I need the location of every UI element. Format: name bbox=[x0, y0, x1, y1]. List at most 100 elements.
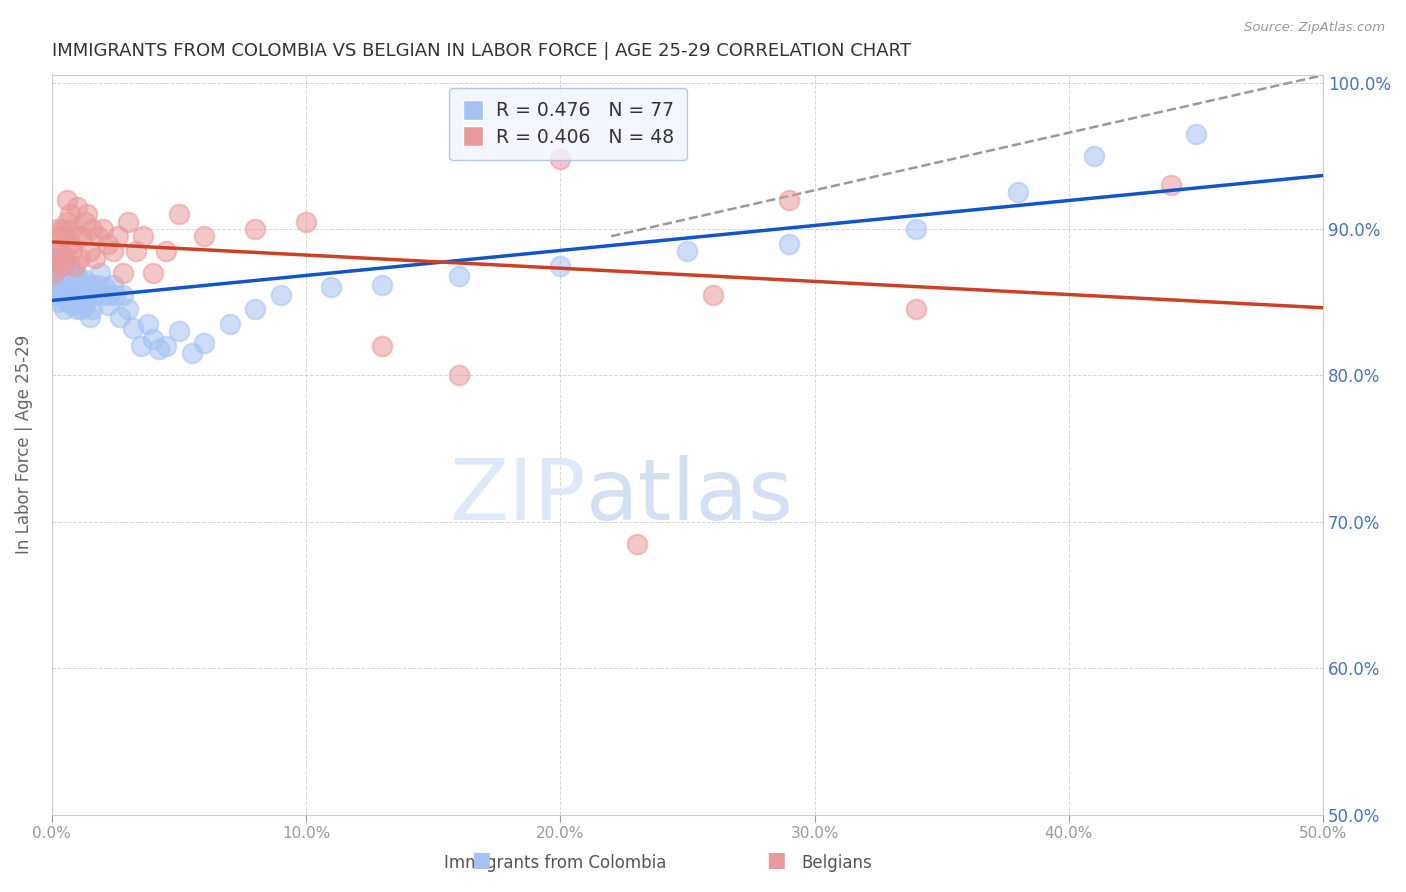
Point bbox=[56, 266, 79, 280]
Point bbox=[51, 287, 73, 301]
Point bbox=[117, 214, 139, 228]
Point bbox=[53, 302, 76, 317]
Point bbox=[371, 339, 394, 353]
Point bbox=[117, 302, 139, 317]
Point bbox=[66, 268, 89, 283]
Point bbox=[243, 302, 266, 317]
Point bbox=[44, 266, 66, 280]
Point bbox=[53, 273, 76, 287]
Point bbox=[97, 236, 120, 251]
Point bbox=[104, 287, 127, 301]
Point bbox=[69, 251, 91, 265]
Point bbox=[86, 277, 108, 292]
Point bbox=[44, 287, 66, 301]
Point bbox=[101, 277, 124, 292]
Point bbox=[53, 287, 76, 301]
Point bbox=[66, 302, 89, 317]
Point bbox=[295, 214, 318, 228]
Point bbox=[107, 229, 129, 244]
Text: ■: ■ bbox=[766, 850, 786, 870]
Point bbox=[905, 302, 928, 317]
Point bbox=[45, 259, 67, 273]
Point bbox=[626, 537, 648, 551]
Point bbox=[51, 273, 73, 287]
Point bbox=[550, 152, 572, 166]
Point bbox=[122, 321, 145, 335]
Point bbox=[193, 336, 215, 351]
Point bbox=[167, 325, 190, 339]
Point bbox=[97, 298, 120, 312]
Point bbox=[51, 280, 73, 294]
Point bbox=[79, 244, 101, 258]
Point bbox=[73, 298, 96, 312]
Point bbox=[56, 295, 79, 310]
Point bbox=[76, 207, 98, 221]
Point bbox=[56, 214, 79, 228]
Point bbox=[778, 236, 800, 251]
Point bbox=[48, 280, 70, 294]
Point bbox=[124, 244, 146, 258]
Point bbox=[84, 251, 107, 265]
Point bbox=[69, 295, 91, 310]
Point bbox=[56, 280, 79, 294]
Point bbox=[142, 332, 165, 346]
Legend: R = 0.476   N = 77, R = 0.406   N = 48: R = 0.476 N = 77, R = 0.406 N = 48 bbox=[449, 88, 688, 160]
Point bbox=[132, 229, 155, 244]
Point bbox=[86, 229, 108, 244]
Point bbox=[73, 273, 96, 287]
Point bbox=[91, 222, 114, 236]
Point bbox=[60, 280, 83, 294]
Point bbox=[45, 280, 67, 294]
Point bbox=[1083, 149, 1105, 163]
Point bbox=[73, 214, 96, 228]
Point bbox=[98, 287, 121, 301]
Point bbox=[72, 277, 94, 292]
Point bbox=[66, 229, 89, 244]
Point bbox=[60, 244, 83, 258]
Point bbox=[63, 273, 86, 287]
Text: ZIP: ZIP bbox=[450, 455, 586, 538]
Point bbox=[702, 287, 724, 301]
Point bbox=[58, 277, 80, 292]
Point bbox=[63, 259, 86, 273]
Point bbox=[66, 200, 89, 214]
Point bbox=[1160, 178, 1182, 192]
Point bbox=[53, 251, 76, 265]
Point bbox=[84, 287, 107, 301]
Text: Immigrants from Colombia: Immigrants from Colombia bbox=[444, 855, 666, 872]
Text: ■: ■ bbox=[471, 850, 491, 870]
Point bbox=[72, 229, 94, 244]
Point bbox=[142, 266, 165, 280]
Point bbox=[58, 207, 80, 221]
Point bbox=[1007, 186, 1029, 200]
Point bbox=[63, 292, 86, 306]
Point bbox=[53, 229, 76, 244]
Point bbox=[58, 236, 80, 251]
Point bbox=[550, 259, 572, 273]
Point bbox=[56, 193, 79, 207]
Point bbox=[60, 298, 83, 312]
Point bbox=[45, 251, 67, 265]
Point bbox=[676, 244, 699, 258]
Text: Belgians: Belgians bbox=[801, 855, 872, 872]
Point bbox=[48, 244, 70, 258]
Point bbox=[321, 280, 343, 294]
Point bbox=[66, 287, 89, 301]
Point bbox=[48, 295, 70, 310]
Point bbox=[111, 287, 134, 301]
Point bbox=[101, 244, 124, 258]
Point bbox=[138, 317, 160, 331]
Point bbox=[79, 310, 101, 324]
Point bbox=[48, 244, 70, 258]
Point bbox=[82, 222, 104, 236]
Point bbox=[48, 266, 70, 280]
Point bbox=[371, 277, 394, 292]
Point bbox=[45, 251, 67, 265]
Point bbox=[270, 287, 292, 301]
Point bbox=[48, 229, 70, 244]
Point bbox=[58, 259, 80, 273]
Text: atlas: atlas bbox=[586, 455, 794, 538]
Point bbox=[243, 222, 266, 236]
Point bbox=[60, 222, 83, 236]
Point bbox=[180, 346, 202, 360]
